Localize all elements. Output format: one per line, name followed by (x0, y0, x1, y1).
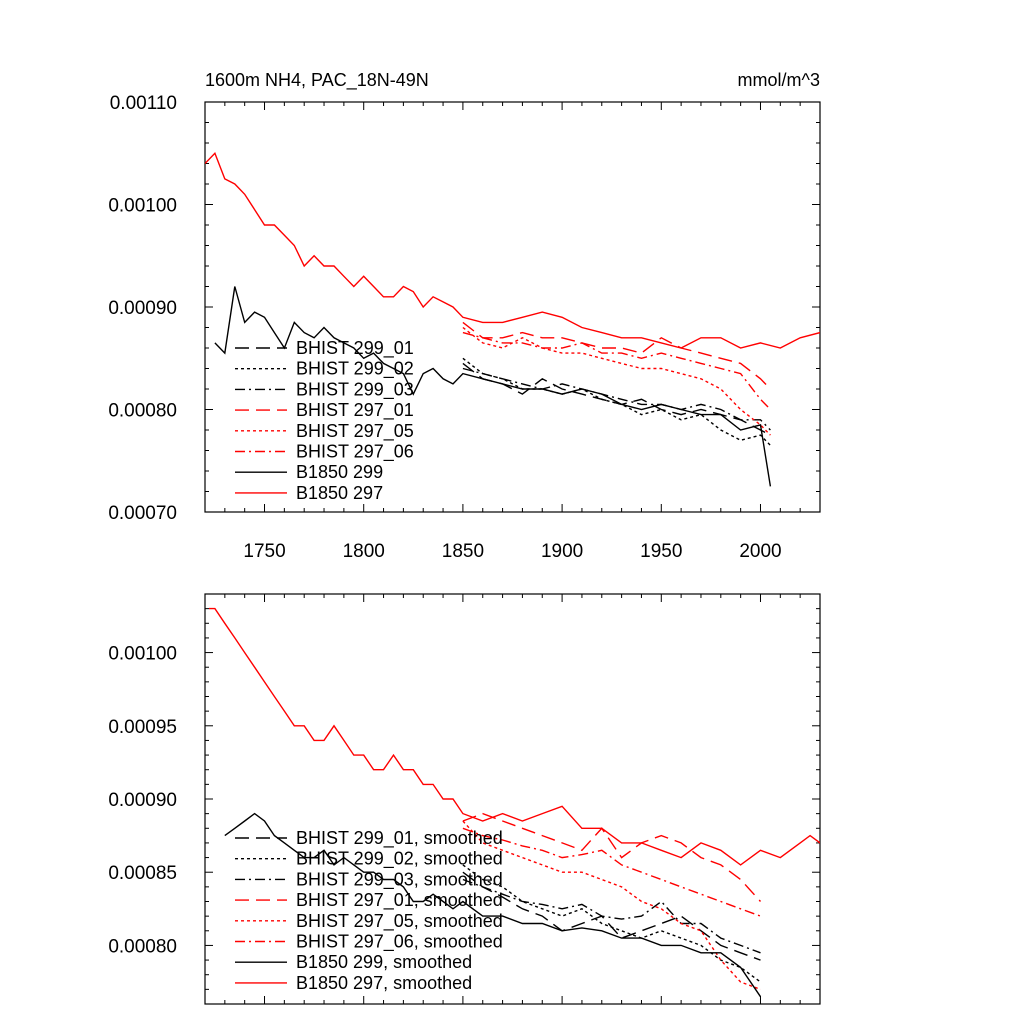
legend-label: BHIST 297_05, smoothed (296, 911, 503, 932)
series-line-1 (462, 871, 761, 961)
y-tick-label: 0.00090 (108, 790, 177, 811)
y-tick-label: 0.00095 (108, 717, 177, 738)
series-line-4 (462, 321, 771, 390)
series-line-6 (462, 331, 771, 410)
y-tick-label: 0.00100 (108, 644, 177, 665)
y-tick-label: 0.00080 (108, 936, 177, 957)
series-line-5 (462, 820, 761, 991)
panel-top: 0.00070 0.00080 0.00090 0.00100 0.00110 1750 1… (108, 93, 821, 562)
y-tick-label: 0.00070 (108, 503, 177, 524)
y-tick-label: 0.00100 (108, 196, 177, 217)
x-tick-label: 1900 (541, 541, 583, 562)
legend-label: B1850 297, smoothed (296, 973, 472, 993)
x-tick-label: 1800 (343, 541, 385, 562)
legend-label: B1850 299 (296, 462, 383, 482)
legend-label: BHIST 297_01 (296, 400, 414, 421)
series-line-5 (462, 326, 771, 436)
series-line-3 (462, 367, 771, 431)
panel-bottom: 0.00080 0.00085 0.00090 0.00095 0.00100 BHIST… (108, 593, 821, 1005)
series-line-6 (462, 827, 761, 917)
legend-label: BHIST 297_01, smoothed (296, 890, 503, 911)
legend-label: B1850 299, smoothed (296, 952, 472, 972)
legend-label: BHIST 299_02 (296, 359, 414, 380)
legend-label: BHIST 299_01 (296, 338, 414, 359)
legend-label: BHIST 299_02, smoothed (296, 849, 503, 870)
units-label: mmol/m^3 (738, 70, 820, 90)
y-tick-label: 0.00090 (108, 298, 177, 319)
series-line-1 (462, 362, 771, 436)
series-line-8 (205, 152, 820, 349)
x-tick-label: 2000 (739, 541, 781, 562)
y-tick-label: 0.00085 (108, 863, 177, 884)
legend-label: BHIST 299_03 (296, 379, 414, 400)
series-group (209, 607, 820, 998)
series-line-8 (209, 607, 820, 866)
x-tick-label: 1950 (640, 541, 682, 562)
legend-label: B1850 297 (296, 483, 383, 503)
legend-label: BHIST 297_05 (296, 421, 414, 442)
series-group (205, 152, 820, 487)
legend-label: BHIST 297_06, smoothed (296, 932, 503, 953)
x-tick-label: 1750 (243, 541, 285, 562)
series-line-7 (214, 286, 772, 487)
legend-label: BHIST 299_03, smoothed (296, 869, 503, 890)
y-tick-label: 0.00080 (108, 401, 177, 422)
legend-label: BHIST 297_06 (296, 442, 414, 463)
series-line-2 (462, 357, 771, 446)
series-line-7 (224, 812, 762, 998)
chart-title: 1600m NH4, PAC_18N-49N (205, 70, 429, 91)
series-line-4 (462, 812, 762, 902)
legend-label: BHIST 299_01, smoothed (296, 828, 503, 849)
series-line-2 (462, 864, 761, 983)
y-tick-label: 0.00110 (110, 93, 177, 114)
x-tick-label: 1850 (442, 541, 484, 562)
